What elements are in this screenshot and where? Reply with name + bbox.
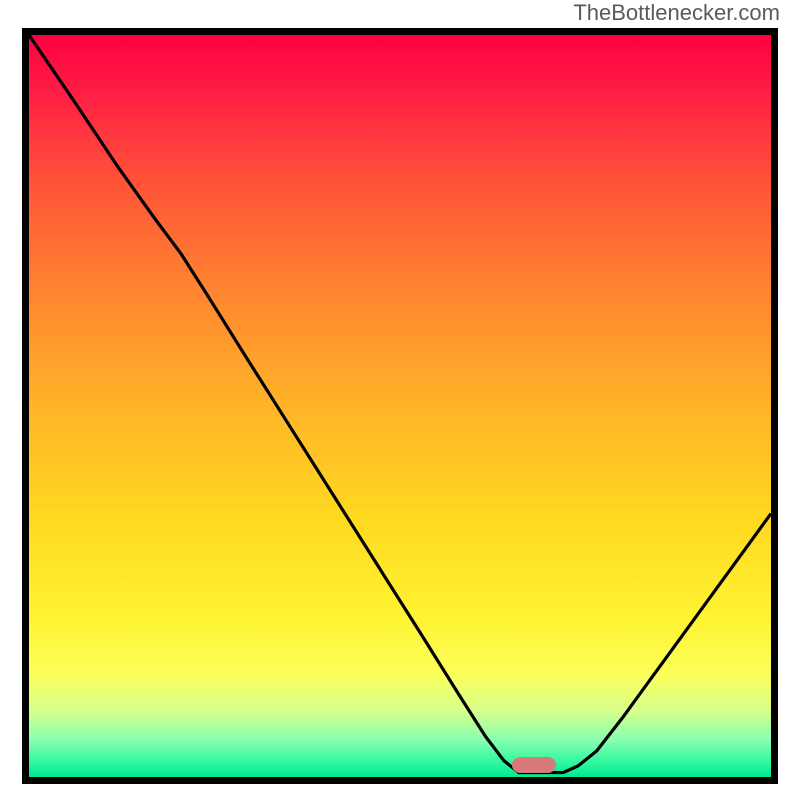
chart-frame [22, 28, 778, 784]
chart-container: TheBottlenecker.com [0, 0, 800, 800]
watermark-text: TheBottlenecker.com [573, 0, 780, 26]
bottleneck-curve [29, 35, 771, 777]
optimal-marker [512, 757, 556, 773]
